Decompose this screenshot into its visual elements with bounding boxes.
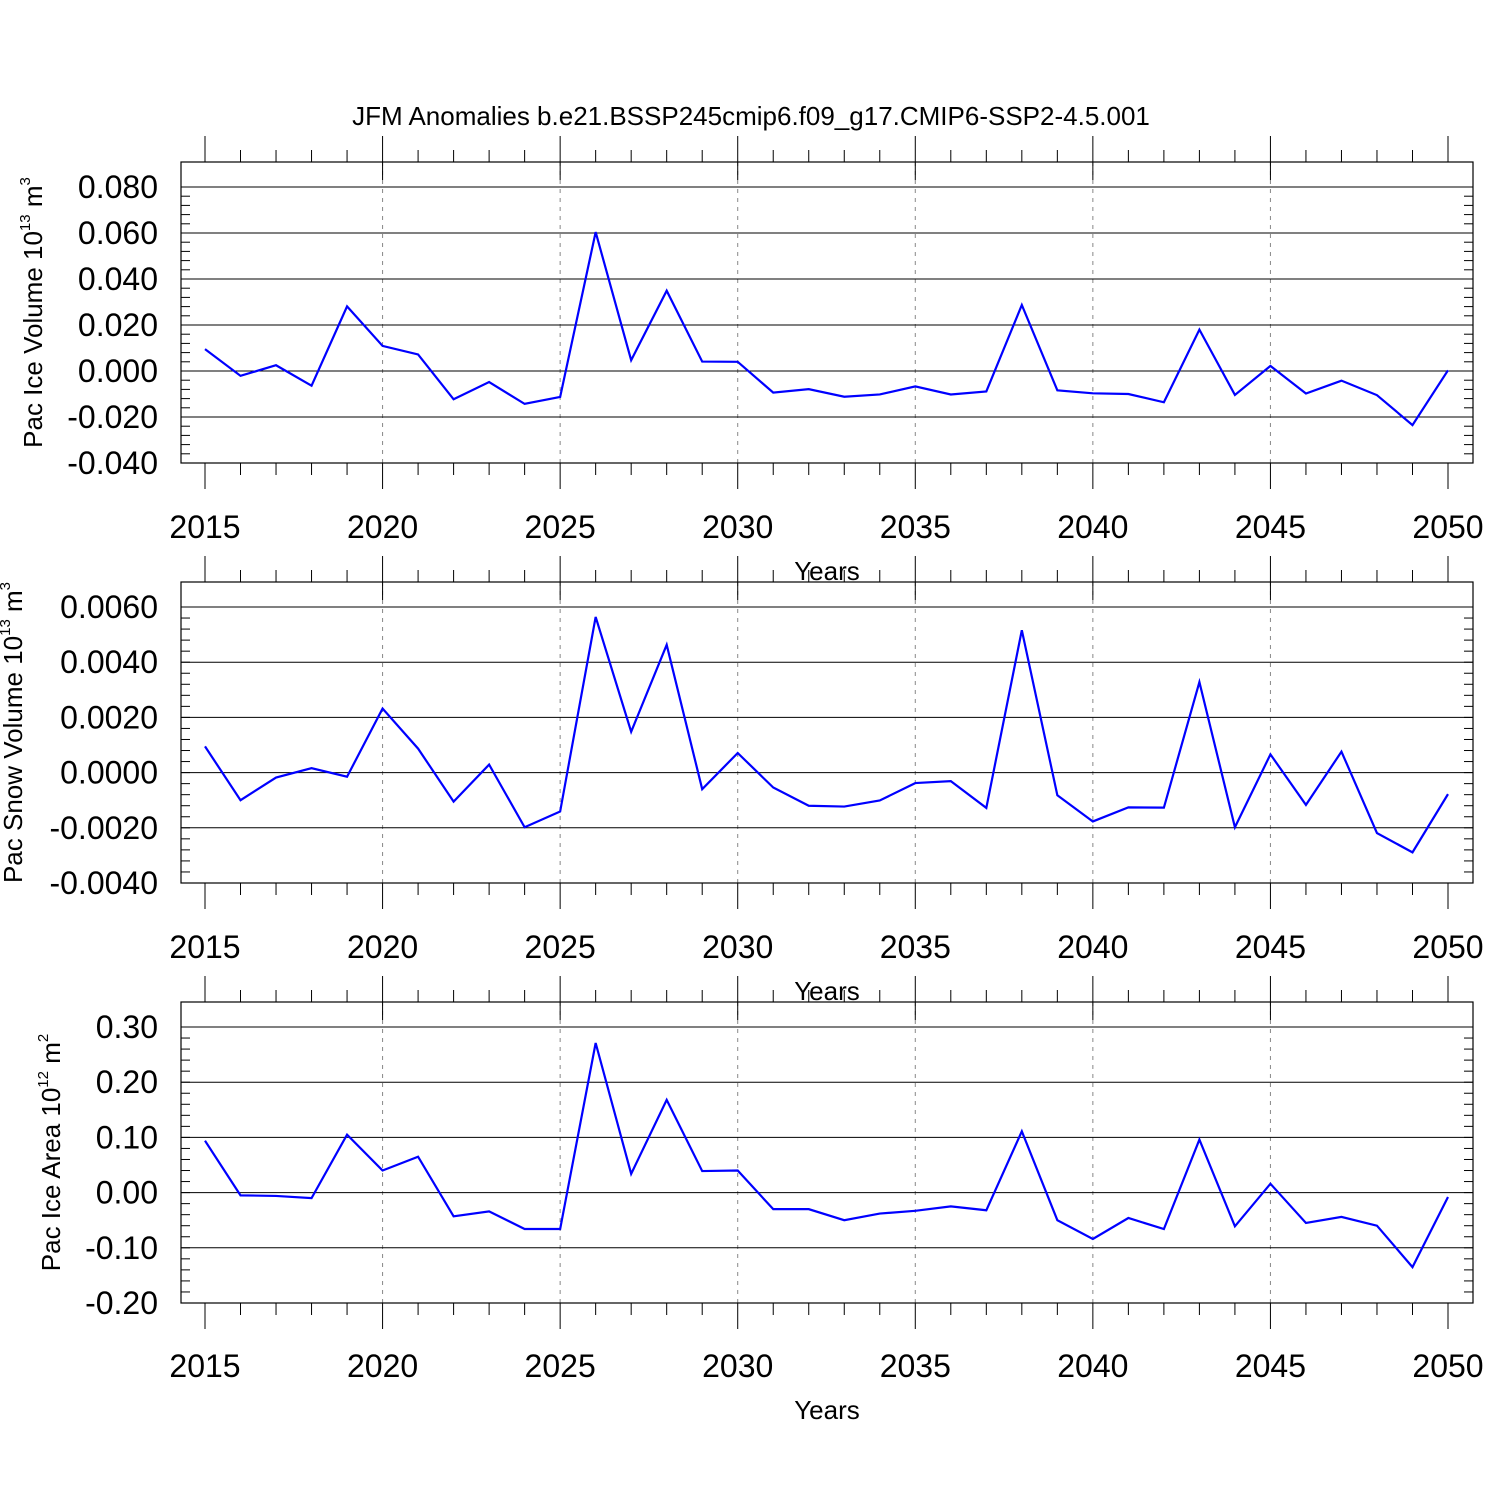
ytick-label: -0.20 [85,1285,158,1321]
y-axis-label: Pac Snow Volume 1013 m3 [0,582,28,883]
ytick-label: -0.0020 [49,810,158,846]
plot-frame [180,581,1474,884]
xtick-label: 2025 [525,1348,596,1384]
xtick-label: 2025 [525,929,596,965]
xtick-label: 2050 [1412,1348,1483,1384]
xtick-label: 2020 [347,929,418,965]
ytick-label: 0.0020 [60,699,158,735]
ytick-label: 0.10 [96,1119,158,1155]
xtick-label: 2040 [1057,1348,1128,1384]
y-axis-label: Pac Ice Area 1012 m2 [35,1034,66,1271]
xtick-label: 2030 [702,509,773,545]
ytick-label: 0.040 [78,261,158,297]
ytick-label: 0.00 [96,1175,158,1211]
ytick-label: 0.20 [96,1064,158,1100]
xtick-label: 2045 [1235,509,1306,545]
ytick-label: 0.0040 [60,644,158,680]
ytick-label: -0.020 [67,399,158,435]
panel-2: 0.0060 0.0040 0.0020 0.0000 -0.0020 -0.0040 20… [0,556,1484,1006]
xtick-label: 2020 [347,509,418,545]
ytick-label: 0.30 [96,1009,158,1045]
ytick-label: 0.0060 [60,589,158,625]
xtick-label: 2030 [702,929,773,965]
xtick-label: 2025 [525,509,596,545]
series-line [204,616,1449,854]
ytick-label: 0.060 [78,215,158,251]
x-axis-label: Years [794,1395,860,1425]
xtick-label: 2035 [880,929,951,965]
xtick-label: 2040 [1057,929,1128,965]
panel-3: 0.30 0.20 0.10 0.00 -0.10 -0.20 2015 2020 2025 20… [35,976,1484,1425]
chart-title: JFM Anomalies b.e21.BSSP245cmip6.f09_g17… [352,101,1150,131]
ytick-label: 0.0000 [60,755,158,791]
xtick-label: 2015 [169,509,240,545]
ytick-label: 0.080 [78,169,158,205]
xtick-label: 2030 [702,1348,773,1384]
xtick-label: 2020 [347,1348,418,1384]
ytick-label: 0.000 [78,353,158,389]
x-axis-label: Years [794,556,860,586]
ytick-label: 0.020 [78,307,158,343]
panel-1: 0.080 0.060 0.040 0.020 0.000 -0.020 -0.040 201… [17,136,1484,586]
xtick-label: 2035 [880,1348,951,1384]
xtick-label: 2015 [169,929,240,965]
xtick-label: 2015 [169,1348,240,1384]
xtick-label: 2045 [1235,929,1306,965]
y-axis-label: Pac Ice Volume 1013 m3 [17,177,48,448]
ytick-label: -0.040 [67,445,158,481]
plot-frame [180,1001,1474,1304]
xtick-label: 2040 [1057,509,1128,545]
ytick-label: -0.0040 [49,865,158,901]
series-line [204,231,1449,427]
xtick-label: 2035 [880,509,951,545]
xtick-label: 2050 [1412,929,1483,965]
series-line [204,1042,1449,1270]
xtick-label: 2050 [1412,509,1483,545]
plot-frame [180,161,1474,464]
ytick-label: -0.10 [85,1230,158,1266]
xtick-label: 2045 [1235,1348,1306,1384]
x-axis-label: Years [794,976,860,1006]
